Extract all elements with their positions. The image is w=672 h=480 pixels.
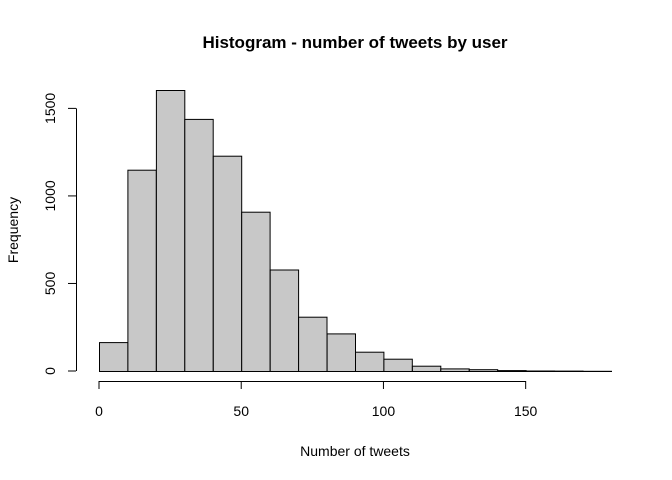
y-tick-label: 1500 [42,93,58,124]
histogram-bar [468,369,499,373]
histogram-bar [184,118,214,373]
x-axis: 0 50 100 150 [95,381,538,419]
x-tick-label: 100 [372,403,396,419]
histogram-bar [269,269,300,372]
x-tick-label: 50 [233,403,249,419]
histogram-bar [127,169,157,372]
histogram-bar [383,358,413,373]
histogram-bar [298,316,328,373]
histogram-bar [155,90,186,372]
x-tick-label: 0 [95,403,103,419]
y-tick-label: 0 [42,367,58,375]
x-axis-label: Number of tweets [300,443,410,459]
histogram-bar [326,333,357,372]
histogram-bar [497,370,527,373]
y-axis-label: Frequency [5,197,21,263]
bars-group [99,90,612,373]
x-tick-label: 150 [514,403,538,419]
histogram-bar [440,368,470,372]
histogram-bar [355,351,385,373]
y-axis: 0 500 1000 1500 [42,93,77,375]
histogram-bar [411,365,442,373]
histogram-bar [525,370,556,372]
y-tick-label: 1000 [42,180,58,211]
histogram-bar [241,211,271,372]
chart-title: Histogram - number of tweets by user [202,33,507,52]
histogram-bar [99,342,129,373]
histogram-bar [212,155,243,372]
y-tick-label: 500 [42,272,58,296]
